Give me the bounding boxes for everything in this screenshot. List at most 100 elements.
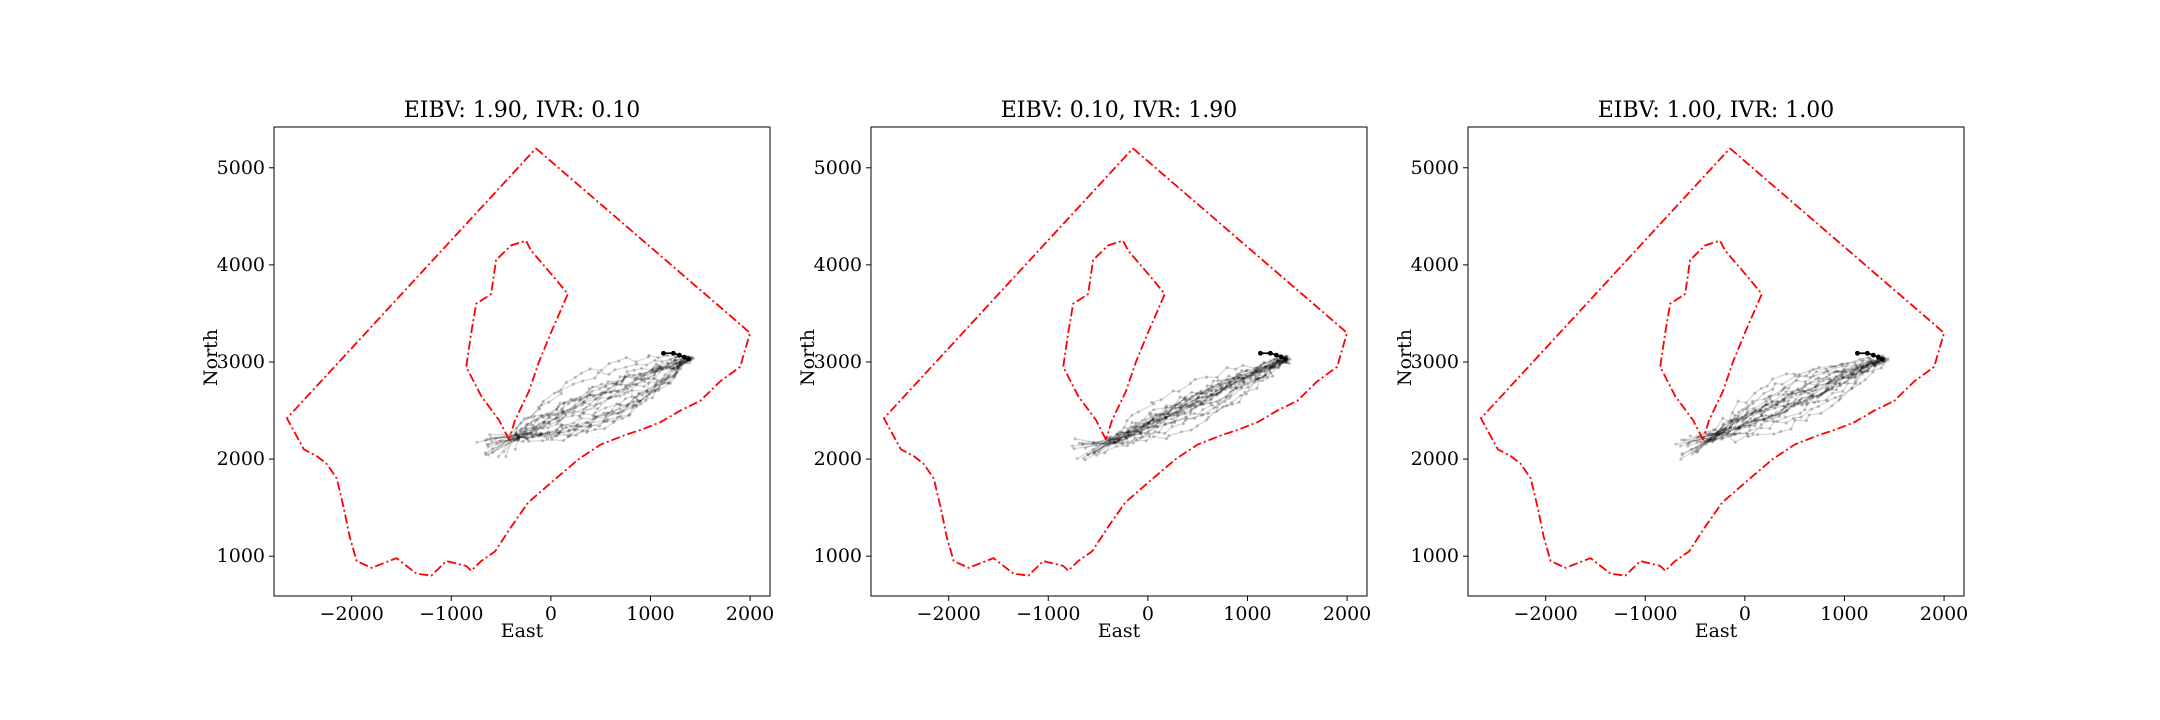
sample-path-point — [1846, 376, 1850, 380]
sample-path-line — [487, 357, 690, 442]
sample-path-point — [566, 429, 571, 434]
sample-path-point — [591, 413, 595, 417]
sample-path-line — [490, 361, 687, 439]
sample-path-point — [636, 399, 640, 403]
sample-path-point — [1790, 390, 1794, 394]
sample-path-point — [588, 392, 592, 397]
sample-path-point — [670, 360, 674, 365]
sample-path-point — [1867, 356, 1872, 360]
sample-path-point — [1287, 357, 1291, 361]
sample-path-point — [1201, 408, 1205, 412]
sample-path-point — [524, 431, 528, 435]
sample-path-point — [1865, 369, 1869, 373]
x-tick-label: 0 — [1142, 603, 1154, 625]
sample-path-point — [572, 428, 577, 432]
sample-path-point — [660, 360, 664, 364]
sample-path-point — [1883, 359, 1888, 364]
sample-path-point — [1834, 388, 1839, 392]
sample-path-point — [589, 423, 593, 428]
sample-path-point — [1262, 366, 1267, 370]
sample-path-point — [1703, 439, 1707, 443]
sample-path-point — [1199, 402, 1203, 406]
sample-path-point — [1711, 439, 1715, 443]
sample-path-point — [1816, 394, 1820, 399]
sample-path-point — [1763, 397, 1767, 401]
sample-path-point — [1270, 364, 1274, 368]
sample-path-point — [1718, 431, 1723, 435]
sample-path-line — [1088, 355, 1287, 456]
sample-path-point — [1121, 442, 1125, 446]
sample-path-point — [1246, 385, 1250, 390]
x-tick-label: −1000 — [1016, 603, 1080, 625]
sample-path-point — [1117, 435, 1121, 440]
sample-path-point — [1713, 436, 1717, 440]
sample-path-point — [1190, 395, 1194, 399]
sample-path-point — [566, 409, 570, 413]
sample-path-point — [1686, 442, 1690, 446]
sample-path-point — [678, 367, 682, 371]
sample-path-point — [1276, 359, 1280, 364]
sample-path-point — [1130, 413, 1134, 417]
sample-path-point — [1751, 411, 1755, 415]
sample-path-point — [1881, 354, 1885, 358]
sample-path-point — [1174, 411, 1179, 415]
sample-path-point — [608, 395, 613, 399]
sample-path-point — [1741, 417, 1745, 421]
sample-path-point — [1235, 387, 1239, 391]
sample-path-point — [1782, 405, 1786, 409]
sample-path-point — [1866, 361, 1870, 365]
sample-path-point — [1695, 450, 1699, 454]
sample-path-point — [1287, 361, 1292, 366]
sample-path-point — [1215, 375, 1219, 379]
sample-path-point — [537, 407, 542, 411]
sample-path-point — [1279, 361, 1283, 365]
sample-path-point — [606, 418, 610, 422]
sample-path-point — [602, 419, 606, 424]
sample-path-point — [1242, 376, 1246, 380]
sample-path-point — [582, 399, 586, 403]
sample-path-point — [1851, 368, 1856, 372]
sample-path-point — [1183, 403, 1187, 407]
mean-path-point — [1273, 352, 1279, 358]
sample-path-point — [1797, 372, 1802, 377]
sample-path-point — [585, 430, 589, 434]
sample-path-point — [1272, 357, 1277, 362]
sample-path-point — [666, 361, 670, 366]
sample-path-point — [1716, 430, 1720, 434]
sample-path-point — [679, 364, 683, 368]
sample-path-point — [1825, 369, 1829, 373]
sample-path-point — [1775, 399, 1779, 404]
sample-path-point — [1180, 430, 1184, 434]
sample-path-point — [1816, 376, 1821, 380]
sample-path-point — [1837, 381, 1841, 385]
sample-path-point — [1733, 432, 1737, 436]
sample-path-point — [1113, 441, 1117, 445]
sample-path-point — [1070, 444, 1074, 448]
sample-path-point — [1112, 439, 1117, 443]
sample-path-point — [1839, 363, 1843, 367]
sample-path-point — [644, 373, 648, 377]
sample-path-point — [517, 436, 521, 440]
sample-path-point — [1170, 417, 1174, 421]
sample-path-point — [1196, 396, 1200, 400]
sample-path-point — [1765, 402, 1769, 407]
sample-path-point — [524, 427, 529, 431]
sample-path-point — [661, 377, 665, 382]
sample-path-point — [1807, 387, 1811, 392]
sample-path-point — [1144, 432, 1148, 436]
sample-path-point — [643, 379, 647, 384]
sample-path-point — [1821, 391, 1825, 395]
sample-path-point — [556, 416, 560, 420]
sample-path-point — [1183, 418, 1187, 422]
sample-path-point — [1188, 405, 1192, 409]
sample-path-point — [1147, 426, 1151, 430]
sample-path-point — [1861, 363, 1865, 367]
sample-path-point — [1746, 420, 1750, 424]
sample-path-point — [1150, 418, 1154, 422]
sample-path-point — [1784, 409, 1789, 413]
sample-path-point — [1080, 442, 1084, 446]
sample-path-line — [488, 356, 689, 446]
mean-path-point — [661, 350, 666, 356]
